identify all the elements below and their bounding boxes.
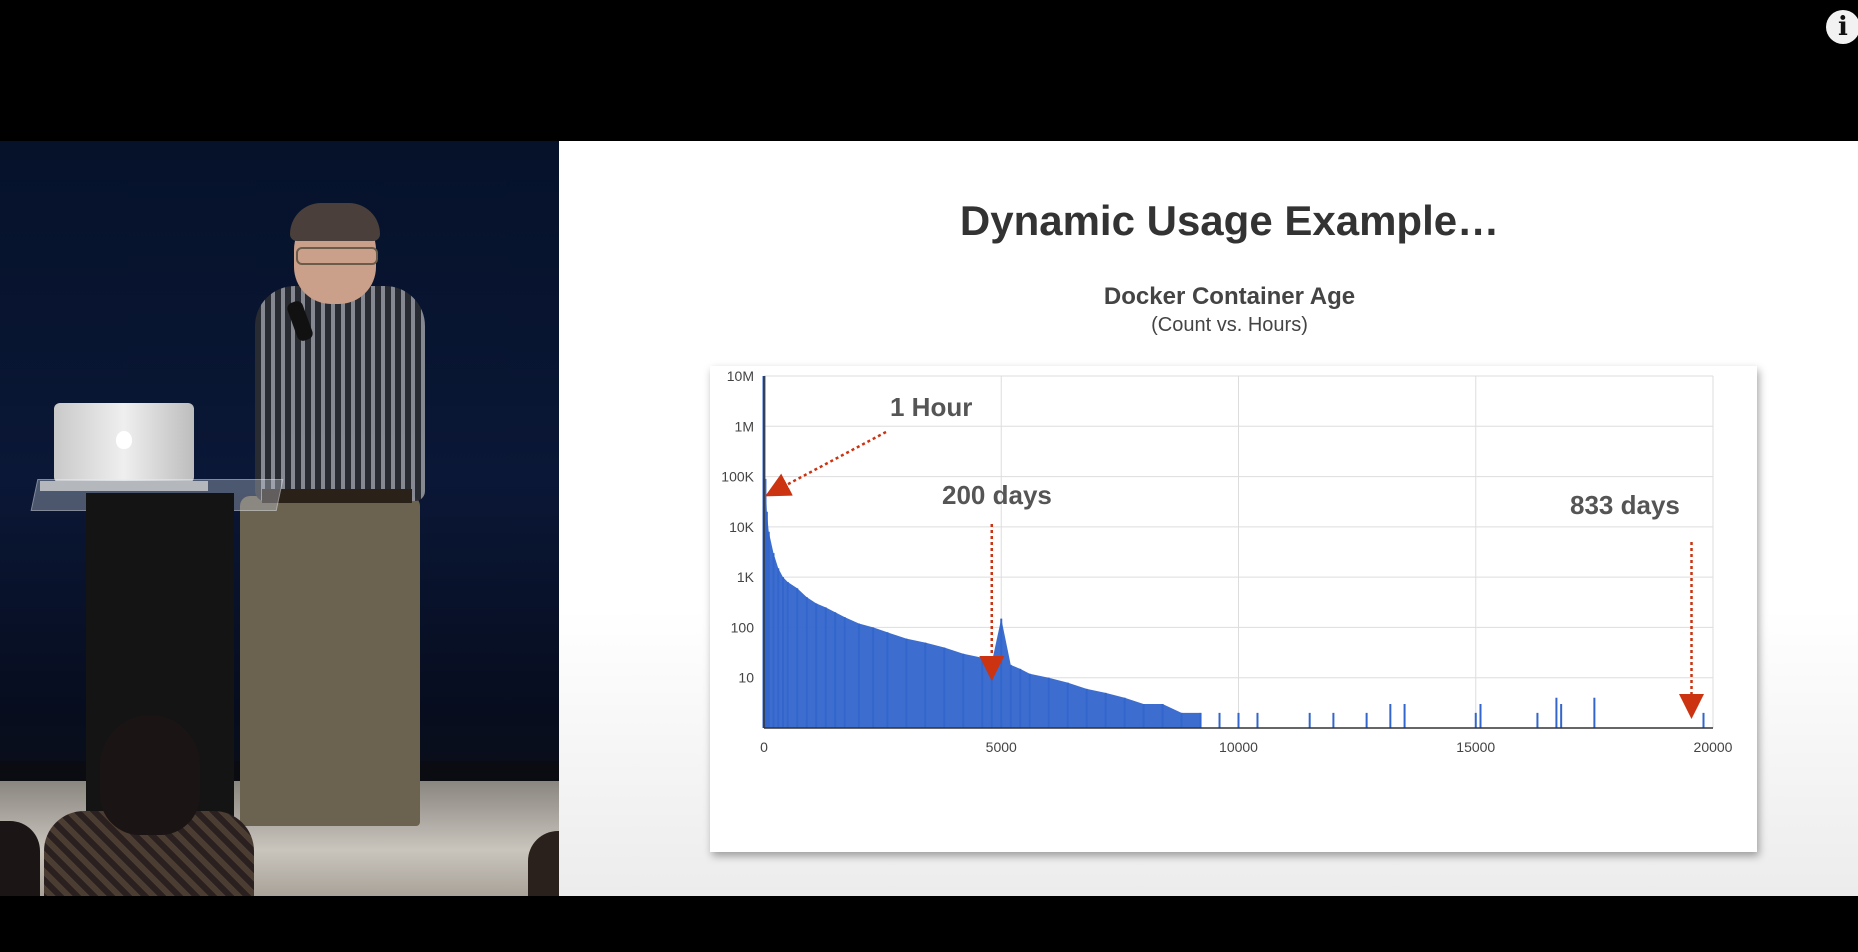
audience-member-left bbox=[0, 821, 40, 896]
speaker-hair bbox=[290, 203, 380, 241]
annotation-label: 200 days bbox=[942, 480, 1052, 510]
speaker-glasses bbox=[296, 247, 378, 265]
x-tick-label: 0 bbox=[760, 739, 768, 755]
slide-title: Dynamic Usage Example… bbox=[959, 197, 1500, 244]
presentation-slide: Dynamic Usage Example… Docker Container … bbox=[559, 141, 1858, 896]
audience-member-right bbox=[528, 831, 559, 896]
laptop-base bbox=[40, 481, 208, 491]
y-tick-label: 100K bbox=[721, 469, 754, 485]
y-tick-label: 10 bbox=[738, 670, 754, 686]
speaker-legs bbox=[240, 496, 420, 826]
x-tick-label: 20000 bbox=[1694, 739, 1733, 755]
annotation-arrow bbox=[765, 430, 887, 497]
speaker-belt bbox=[262, 489, 412, 503]
chart-card: 10 100 1K 10K 100K 1M 10M 0 5000 10000 15000 20000 … bbox=[710, 366, 1757, 852]
chart-title: Docker Container Age bbox=[1103, 283, 1356, 310]
y-tick-label: 10K bbox=[729, 519, 755, 535]
y-tick-label: 100 bbox=[731, 619, 755, 635]
laptop bbox=[54, 403, 194, 483]
apple-logo-icon bbox=[116, 431, 132, 449]
y-tick-label: 1K bbox=[737, 569, 755, 585]
x-tick-label: 15000 bbox=[1456, 739, 1495, 755]
x-tick-label: 5000 bbox=[986, 739, 1017, 755]
audience-member-head bbox=[100, 715, 200, 835]
y-tick-label: 1M bbox=[735, 418, 754, 434]
info-icon[interactable]: i bbox=[1826, 10, 1858, 44]
x-tick-label: 10000 bbox=[1219, 739, 1258, 755]
annotation-label: 833 days bbox=[1570, 490, 1680, 520]
annotation-label: 1 Hour bbox=[890, 392, 972, 422]
speaker-shirt bbox=[255, 286, 425, 501]
speaker-camera-view bbox=[0, 141, 559, 896]
y-tick-label: 10M bbox=[727, 368, 754, 384]
chart-subtitle: (Count vs. Hours) bbox=[1151, 314, 1308, 336]
